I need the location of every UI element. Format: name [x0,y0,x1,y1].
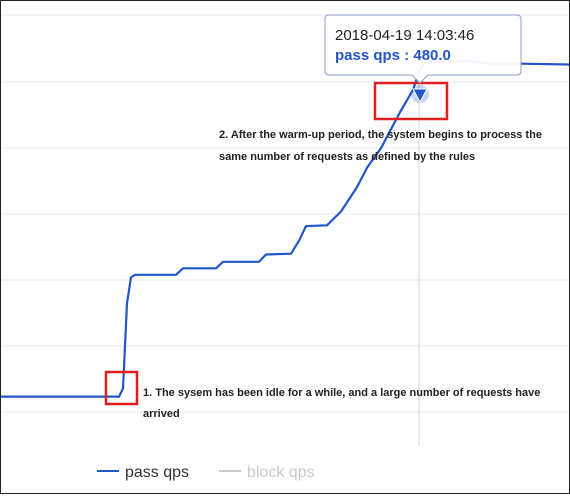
tooltip: 2018-04-19 14:03:46 pass qps : 480.0 [324,14,522,84]
gridlines [1,14,569,413]
highlight-box-warmup-end [373,81,449,121]
annotation-warmup-line-1: 2. After the warm-up period, the system … [219,129,542,141]
annotation-idle-line-1: 1. The sysem has been idle for a while, … [143,387,540,399]
legend-label-pass-qps: pass qps [125,464,189,481]
tooltip-box [324,14,522,84]
highlight-box-burst [104,370,139,406]
legend-label-block-qps: block qps [247,464,315,481]
hover-point-marker[interactable] [412,88,428,104]
legend-item-pass-qps[interactable]: pass qps [97,464,189,481]
annotation-warmup-line-2: same number of requests as defined by th… [219,151,475,163]
tooltip-time: 2018-04-19 14:03:46 [335,27,474,44]
legend-item-block-qps[interactable]: block qps [219,464,315,481]
annotation-idle-line-2: arrived [143,408,180,420]
tooltip-value: pass qps : 480.0 [335,47,451,64]
legend: pass qps block qps [97,464,315,481]
